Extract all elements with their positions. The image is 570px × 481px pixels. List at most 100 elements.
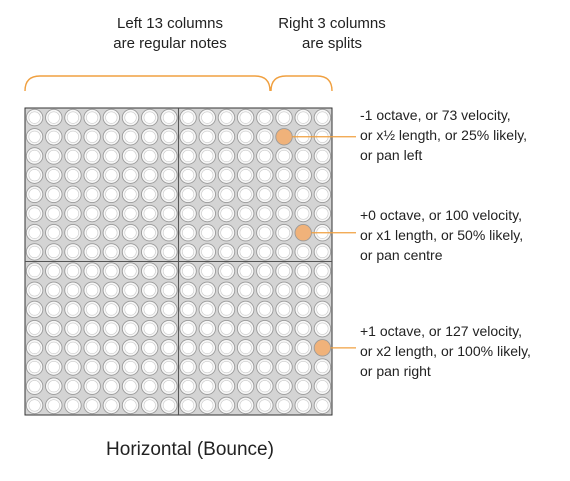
- pad-inner: [201, 226, 214, 239]
- highlighted-pad: [294, 224, 312, 242]
- pad-inner: [105, 399, 118, 412]
- pad-inner: [66, 188, 80, 201]
- pad-inner: [47, 207, 60, 220]
- pad-inner: [47, 149, 60, 163]
- pad-inner: [182, 188, 195, 201]
- pad-inner: [66, 380, 80, 393]
- pad-inner: [66, 169, 80, 182]
- pad-inner: [297, 303, 310, 316]
- pad-inner: [105, 226, 118, 239]
- pad-inner: [258, 149, 271, 163]
- pad-inner: [277, 322, 291, 335]
- pad-inner: [66, 226, 80, 239]
- pad-inner: [239, 245, 252, 258]
- pad-inner: [66, 284, 80, 297]
- highlighted-pad: [313, 339, 332, 357]
- pad-inner: [220, 226, 233, 239]
- pad-inner: [162, 303, 175, 316]
- pad-inner: [220, 149, 233, 163]
- pad-inner: [66, 360, 80, 374]
- pad-inner: [201, 130, 214, 143]
- pad-inner: [220, 207, 233, 220]
- pad-inner: [316, 284, 329, 297]
- pad-inner: [86, 399, 99, 412]
- pad-inner: [86, 341, 99, 354]
- pad-inner: [239, 169, 252, 182]
- pad-inner: [124, 130, 137, 143]
- split-columns-brace: [270, 75, 333, 92]
- pad-inner: [124, 111, 137, 124]
- pad-inner: [316, 188, 329, 201]
- pad-inner: [86, 245, 99, 258]
- pad-inner: [124, 341, 137, 354]
- pad-inner: [143, 245, 156, 258]
- pad-inner: [105, 169, 118, 182]
- pad-inner: [239, 111, 252, 124]
- pad-inner: [277, 341, 291, 354]
- pad-inner: [277, 284, 291, 297]
- pad-inner: [239, 360, 252, 374]
- pad-inner: [239, 207, 252, 220]
- pad-inner: [297, 169, 310, 182]
- pad-inner: [162, 399, 175, 412]
- pad-inner: [277, 380, 291, 393]
- pad-inner: [258, 322, 271, 335]
- pad-inner: [316, 169, 329, 182]
- pad-inner: [105, 303, 118, 316]
- pad-inner: [105, 111, 118, 124]
- pad-inner: [239, 303, 252, 316]
- pad-inner: [86, 322, 99, 335]
- pad-inner: [162, 265, 175, 278]
- pad-inner: [105, 245, 118, 258]
- pad-inner: [124, 207, 137, 220]
- pad-inner: [201, 360, 214, 374]
- annotation-split-2: +0 octave, or 100 velocity, or x1 length…: [360, 207, 524, 263]
- pad-inner: [143, 341, 156, 354]
- pad-inner: [47, 226, 60, 239]
- pad-inner: [277, 245, 291, 258]
- pad-inner: [124, 149, 137, 163]
- pad-inner: [86, 111, 99, 124]
- pad-inner: [239, 149, 252, 163]
- pad-inner: [182, 265, 195, 278]
- pad-inner: [28, 207, 41, 220]
- pad-inner: [220, 303, 233, 316]
- pad-inner: [124, 322, 137, 335]
- pad-inner: [201, 149, 214, 163]
- pad-inner: [239, 399, 252, 412]
- pad-inner: [220, 265, 233, 278]
- pad-inner: [47, 399, 60, 412]
- pad-inner: [182, 284, 195, 297]
- pad-inner: [220, 380, 233, 393]
- pad-inner: [86, 380, 99, 393]
- pad-inner: [162, 188, 175, 201]
- pad-inner: [258, 130, 271, 143]
- pad-inner: [66, 130, 80, 143]
- pad-inner: [182, 149, 195, 163]
- pad-inner: [143, 188, 156, 201]
- annotation-split-1: -1 octave, or 73 velocity, or x½ length,…: [360, 107, 528, 163]
- pad-inner: [47, 245, 60, 258]
- pad-inner: [182, 303, 195, 316]
- pad-inner: [258, 360, 271, 374]
- pad-inner: [220, 360, 233, 374]
- pad-inner: [124, 303, 137, 316]
- pad-inner: [277, 111, 291, 124]
- leader-lines: [292, 136, 356, 349]
- pad-inner: [66, 207, 80, 220]
- pad-inner: [162, 207, 175, 220]
- pad-inner: [316, 207, 329, 220]
- pad-inner: [143, 380, 156, 393]
- pad-inner: [182, 245, 195, 258]
- pad-inner: [105, 207, 118, 220]
- pad-inner: [258, 226, 271, 239]
- highlighted-pad: [275, 128, 293, 146]
- pad-inner: [220, 245, 233, 258]
- pad-inner: [258, 111, 271, 124]
- pad-inner: [86, 188, 99, 201]
- pad-inner: [220, 188, 233, 201]
- pad-inner: [220, 284, 233, 297]
- pad-inner: [124, 399, 137, 412]
- pad-inner: [182, 130, 195, 143]
